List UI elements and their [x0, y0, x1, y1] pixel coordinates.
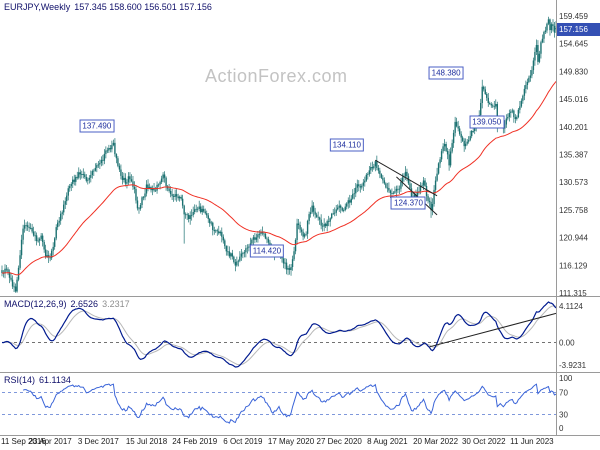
watermark: ActionForex.com [205, 66, 348, 86]
price-axis-tick: 145.016 [559, 95, 588, 104]
price-trendline [396, 176, 438, 216]
price-level-callout: 114.420 [249, 244, 285, 258]
current-price-label: 157.156 [557, 22, 600, 36]
price-pane: 159.459 154.645 149.830 145.016 140.201 135.3… [1, 12, 588, 297]
price-axis-tick: 154.645 [559, 40, 588, 49]
price-level-callout: 139.050 [469, 115, 505, 129]
macd-axis-tick: 4.1124 [559, 302, 583, 311]
price-axis-tick: 116.129 [559, 261, 588, 270]
price-level-callout: 137.490 [79, 119, 115, 133]
x-axis-labels: 11 Sep 2016 23 Apr 2017 3 Dec 2017 15 Jul 2… [0, 437, 600, 449]
macd-value: 2.6526 [70, 299, 99, 309]
rsi-axis-tick: 100 [559, 374, 573, 383]
price-level-callout: 134.110 [329, 138, 364, 152]
macd-axis-tick: -3.9231 [559, 361, 587, 370]
pane-separator [0, 435, 600, 436]
price-axis-tick: 120.944 [559, 234, 588, 243]
price-level-callout: 148.380 [428, 66, 464, 80]
pane-separator [0, 296, 600, 297]
date-label: 11 Jun 2023 [510, 437, 554, 446]
date-label: 6 Oct 2019 [223, 437, 263, 446]
macd-indicator-label: MACD(12,26,9) [4, 299, 67, 309]
ema55-line [1, 81, 557, 276]
macd-axis-tick: 0.00 [559, 339, 575, 348]
price-trendline [375, 159, 438, 197]
rsi-axis-tick: 30 [559, 411, 568, 420]
symbol-timeframe: EURJPY,Weekly [4, 2, 71, 12]
chart-title: EURJPY,Weekly 157.345 158.600 156.501 157… [4, 2, 212, 12]
date-label: 23 Apr 2017 [28, 437, 72, 446]
rsi-pane: 100 70 30 0 [2, 374, 573, 433]
price-axis-tick: 130.573 [559, 178, 588, 187]
rsi-axis-tick: 70 [559, 389, 568, 398]
price-axis-tick: 159.459 [559, 12, 588, 21]
date-label: 24 Feb 2019 [172, 437, 218, 446]
date-label: 27 Dec 2020 [316, 437, 362, 446]
macd-trendline [429, 312, 557, 348]
price-axis-tick: 111.315 [559, 289, 587, 297]
ohlc-values: 157.345 158.600 156.501 157.156 [74, 2, 212, 12]
price-axis-tick: 140.201 [559, 123, 588, 132]
macd-pane: 4.1124 0.00 -3.9231 [1, 301, 587, 370]
date-label: 3 Dec 2017 [77, 437, 119, 446]
date-label: 30 Oct 2022 [461, 437, 506, 446]
rsi-indicator-label: RSI(14) [4, 375, 36, 385]
date-label: 17 May 2020 [267, 437, 315, 446]
rsi-axis-tick: 0 [559, 424, 564, 433]
macd-line [1, 301, 557, 368]
price-axis-line [556, 0, 557, 435]
macd-signal-value: 3.2317 [102, 299, 130, 309]
price-axis-tick: 135.387 [559, 151, 588, 160]
date-label: 11 Sep 2016 [1, 437, 46, 446]
pane-separator [0, 372, 600, 373]
price-level-callout: 124.370 [390, 196, 426, 210]
rsi-value: 61.1134 [39, 375, 71, 385]
date-label: 20 Mar 2022 [413, 437, 459, 446]
macd-title: MACD(12,26,9) 2.6526 3.2317 [4, 299, 130, 309]
date-label: 8 Aug 2021 [367, 437, 408, 446]
date-label: 15 Jul 2018 [125, 437, 168, 446]
rsi-line [22, 383, 557, 424]
rsi-title: RSI(14) 61.1134 [4, 375, 71, 385]
price-axis-tick: 125.758 [559, 206, 588, 215]
price-axis-tick: 149.830 [559, 67, 588, 76]
